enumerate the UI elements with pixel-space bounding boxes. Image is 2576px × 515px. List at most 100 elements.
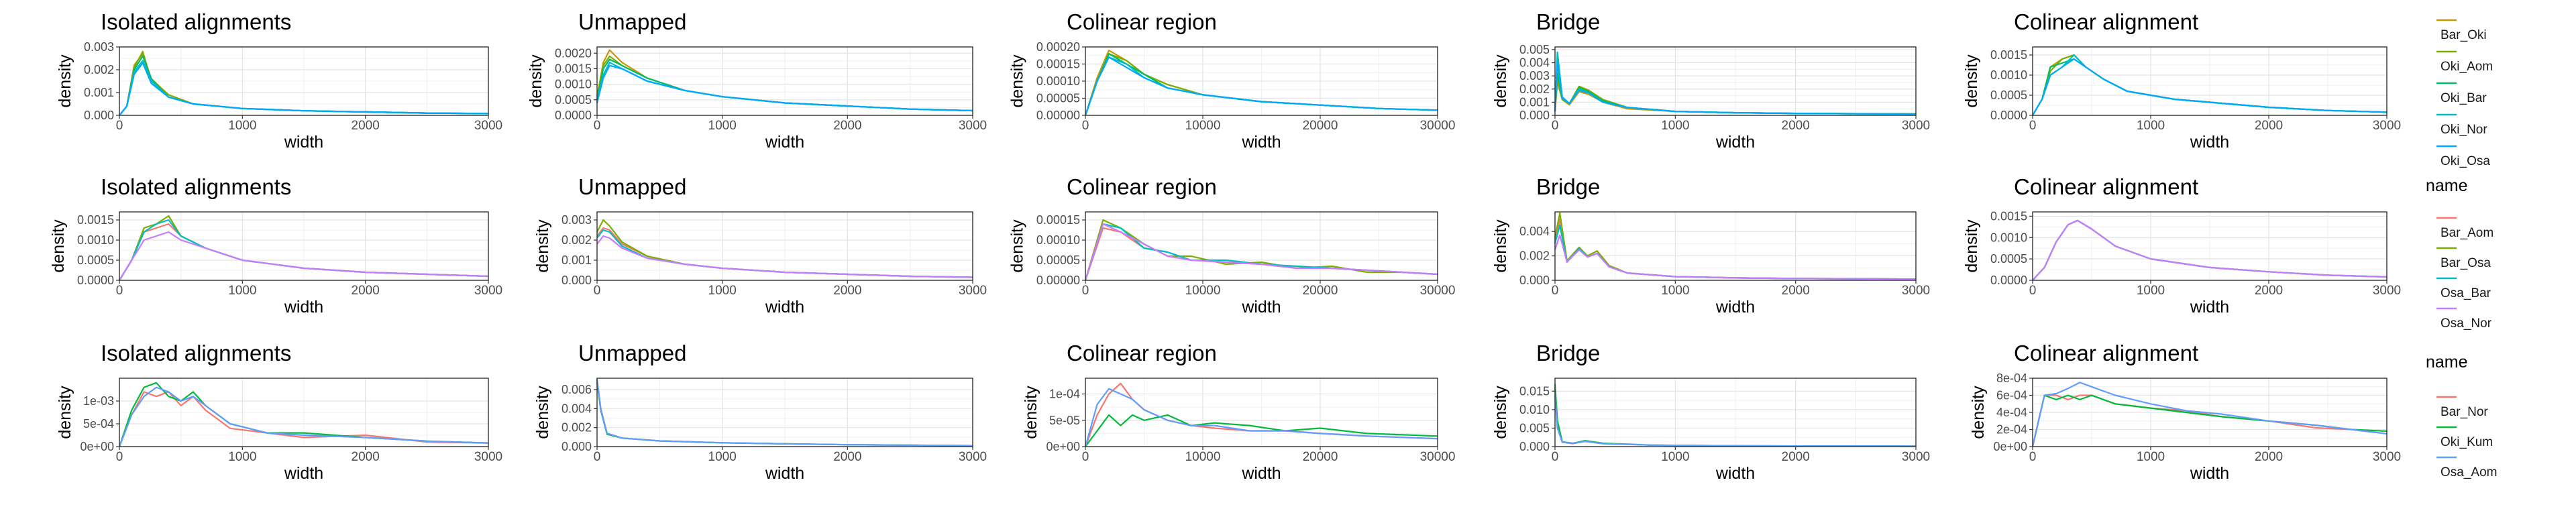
series-line-bar-nor (118, 391, 489, 447)
x-tick-label: 2000 (2255, 450, 2283, 464)
panel-border (1085, 378, 1438, 447)
panel-r1-unmapped: 0 1000 2000 3000 0.0000 0.0005 0.0010 0.0015 0.0… (527, 9, 987, 152)
panel-r1-isolated-alignments: 0 1000 2000 3000 0.000 0.001 0.002 0.003 density… (56, 9, 502, 152)
y-tick-label: 0.002 (561, 421, 592, 435)
x-tick-label: 2000 (1782, 119, 1810, 133)
legend-label: Oki_Aom (2440, 60, 2493, 74)
x-tick-label: 1000 (708, 284, 737, 298)
x-axis-title: width (284, 133, 323, 152)
y-tick-label: 0.000 (561, 440, 592, 453)
y-tick-label: 0.001 (561, 253, 592, 267)
y-tick-label: 0.00015 (1036, 213, 1080, 227)
y-axis-title: density (533, 386, 552, 439)
x-tick-label: 30000 (1420, 450, 1456, 464)
y-axis-title: density (1962, 54, 1981, 108)
panel-r2-colinear-region: 0 10000 20000 30000 0.00000 0.00005 0.00010 0.0… (1008, 174, 1456, 317)
legend-item-osa-aom: Osa_Aom (2436, 456, 2497, 479)
y-tick-label: 0.000 (1519, 274, 1550, 287)
x-tick-label: 1000 (708, 450, 737, 464)
x-axis-title: width (1241, 133, 1281, 152)
y-tick-label: 0.000 (561, 274, 592, 287)
y-tick-label: 0.005 (1519, 421, 1550, 435)
panel-border (596, 46, 973, 116)
series-line-osa-aom (1084, 388, 1438, 447)
y-tick-label: 0e+00 (1993, 440, 2027, 453)
panel-r1-colinear-alignment: 0 1000 2000 3000 0.0000 0.0005 0.0010 0.0015 den… (1962, 9, 2401, 152)
series-line-osa-nor (1084, 223, 1438, 281)
y-tick-label: 0.005 (1519, 43, 1550, 56)
panel-title: Bridge (1536, 9, 1600, 34)
legend-row-1: Bar_Oki Oki_Aom Oki_Bar Oki_Nor Oki_Osa (2436, 19, 2493, 168)
y-tick-label: 0.00010 (1036, 233, 1080, 247)
series-line-oki-osa (119, 62, 489, 116)
y-tick-label: 0.010 (1519, 403, 1550, 416)
x-tick-label: 0 (1082, 450, 1089, 464)
y-tick-label: 0.0000 (555, 109, 592, 122)
x-tick-label: 2000 (352, 450, 380, 464)
y-tick-label: 0.004 (561, 402, 592, 415)
y-tick-label: 0.0010 (77, 233, 114, 247)
panel-r3-unmapped: 0 1000 2000 3000 0.000 0.002 0.004 0.006 density… (533, 341, 987, 483)
panel-title: Unmapped (578, 9, 686, 34)
y-tick-label: 0.004 (1519, 56, 1550, 70)
y-axis-title: density (1962, 219, 1981, 273)
series-line-osa-aom (596, 379, 973, 447)
series-line-osa-aom (1554, 394, 1917, 447)
y-tick-label: 0.0010 (1990, 231, 2027, 244)
legend-title: name (2426, 176, 2468, 195)
x-tick-label: 20000 (1303, 450, 1338, 464)
legend-item-bar-osa: Bar_Osa (2436, 247, 2491, 270)
y-tick-label: 0.003 (1519, 69, 1550, 82)
y-axis-title: density (1008, 54, 1027, 108)
y-tick-label: 0.0005 (77, 253, 114, 267)
legend-item-bar-aom: Bar_Aom (2436, 217, 2493, 240)
legend-item-oki-osa: Oki_Osa (2436, 145, 2490, 168)
y-axis-title: density (56, 386, 74, 439)
x-tick-label: 0 (594, 450, 601, 464)
x-tick-label: 10000 (1185, 450, 1221, 464)
panel-title: Colinear alignment (2014, 174, 2198, 199)
y-tick-label: 0.0015 (1990, 209, 2027, 223)
panel-border (1554, 46, 1917, 116)
x-tick-label: 1000 (1661, 119, 1689, 133)
legend-item-bar-oki: Bar_Oki (2436, 19, 2487, 42)
y-tick-label: 0.004 (1519, 225, 1550, 238)
x-tick-label: 3000 (2373, 119, 2401, 133)
panel-border (2032, 46, 2387, 116)
legend-label: Oki_Kum (2440, 435, 2493, 449)
panels-layer: 0 1000 2000 3000 0.000 0.001 0.002 0.003 density… (49, 9, 2401, 483)
legend-label: Bar_Oki (2440, 28, 2487, 42)
y-tick-label: 6e-04 (1996, 389, 2027, 402)
y-axis-title: density (56, 54, 74, 108)
series-line-osa-nor (596, 235, 973, 278)
y-tick-label: 0.0000 (1990, 109, 2027, 122)
y-tick-label: 0.00015 (1036, 58, 1080, 71)
y-axis-title: density (1491, 386, 1510, 439)
x-axis-title: width (765, 298, 804, 317)
x-tick-label: 0 (116, 284, 123, 298)
x-tick-label: 20000 (1303, 284, 1338, 298)
panel-r1-colinear-region: 0 10000 20000 30000 0.00000 0.00005 0.00010 0.0… (1008, 9, 1456, 152)
x-tick-label: 0 (2029, 450, 2037, 464)
panel-border (596, 211, 973, 281)
panel-title: Colinear region (1067, 9, 1217, 34)
x-axis-title: width (284, 298, 323, 317)
legend-label: Oki_Osa (2440, 154, 2490, 168)
x-tick-label: 2000 (2255, 119, 2283, 133)
series-line-oki-osa (1554, 62, 1917, 115)
y-tick-label: 0.002 (1519, 249, 1550, 263)
y-tick-label: 5e-05 (1049, 414, 1080, 427)
panel-r2-bridge: 0 1000 2000 3000 0.000 0.002 0.004 density width… (1491, 174, 1930, 317)
panel-border (596, 378, 973, 447)
x-tick-label: 1000 (228, 119, 256, 133)
panel-border (2032, 211, 2387, 281)
y-tick-label: 0.003 (84, 40, 114, 54)
x-tick-label: 3000 (959, 119, 987, 133)
y-tick-label: 0.00005 (1036, 253, 1080, 267)
x-tick-label: 1000 (228, 450, 256, 464)
panel-border (119, 211, 489, 281)
x-tick-label: 10000 (1185, 119, 1221, 133)
y-tick-label: 0.0005 (555, 93, 592, 107)
panel-title: Unmapped (578, 174, 686, 199)
x-tick-label: 3000 (1902, 284, 1930, 298)
